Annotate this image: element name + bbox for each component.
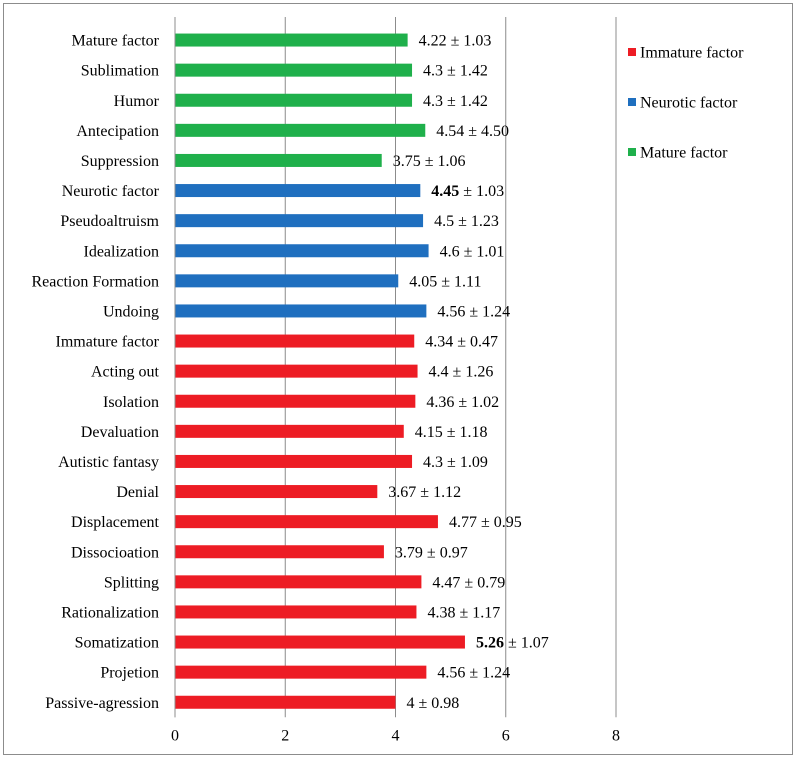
bar-devaluation — [175, 424, 404, 438]
bar-undoing — [175, 304, 427, 318]
value-label-idealization: 4.6 ± 1.01 — [440, 243, 505, 260]
value-label-somatization: 5.26 ± 1.07 — [476, 635, 549, 652]
value-label-acting-out: 4.4 ± 1.26 — [429, 364, 494, 381]
value-label-devaluation: 4.15 ± 1.18 — [415, 424, 488, 441]
legend-label-mature-factor: Mature factor — [640, 145, 728, 162]
value-label-undoing: 4.56 ± 1.24 — [437, 303, 510, 320]
category-label-undoing: Undoing — [103, 303, 159, 320]
category-label-pseudoaltruism: Pseudoaltruism — [60, 213, 159, 230]
value-label-suppression: 3.75 ± 1.06 — [393, 153, 466, 170]
bar-acting-out — [175, 364, 418, 378]
bar-suppression — [175, 153, 382, 167]
value-label-dissocioation: 3.79 ± 0.97 — [395, 544, 468, 561]
bar-splitting — [175, 575, 422, 589]
category-label-sublimation: Sublimation — [81, 63, 159, 80]
category-label-suppression: Suppression — [81, 153, 159, 170]
category-label-idealization: Idealization — [83, 243, 159, 260]
value-label-pseudoaltruism: 4.5 ± 1.23 — [434, 213, 499, 230]
value-label-splitting: 4.47 ± 0.79 — [432, 574, 505, 591]
category-label-devaluation: Devaluation — [81, 424, 159, 441]
category-label-antecipation: Antecipation — [76, 123, 159, 140]
category-label-displacement: Displacement — [71, 514, 160, 531]
value-label-passive-agression: 4 ± 0.98 — [407, 695, 460, 712]
category-label-somatization: Somatization — [75, 635, 159, 652]
label-layer: Mature factor 4.22 ± 1.03 Sublimation 4.3 ±… — [31, 33, 548, 712]
value-label-autistic-fantasy: 4.3 ± 1.09 — [423, 454, 488, 471]
legend-layer: Immature factor Neurotic factor Mature fac… — [628, 45, 744, 162]
bar-pseudoaltruism — [175, 214, 424, 228]
bar-sublimation — [175, 63, 413, 77]
value-label-sublimation: 4.3 ± 1.42 — [423, 63, 488, 80]
category-label-rationalization: Rationalization — [61, 604, 159, 621]
category-label-autistic-fantasy: Autistic fantasy — [58, 454, 159, 471]
value-label-neurotic-factor: 4.45 ± 1.03 — [431, 183, 504, 200]
category-label-dissocioation: Dissocioation — [71, 544, 159, 561]
value-label-denial: 3.67 ± 1.12 — [388, 484, 461, 501]
bar-rationalization — [175, 605, 417, 619]
category-label-passive-agression: Passive-agression — [45, 695, 159, 712]
bar-idealization — [175, 244, 429, 258]
category-label-projetion: Projetion — [100, 665, 159, 682]
x-tick-label-0: 0 — [171, 727, 179, 744]
bar-passive-agression — [175, 695, 396, 709]
legend-swatch-mature-factor — [628, 148, 636, 156]
bar-immature-factor — [175, 334, 415, 348]
bar-isolation — [175, 394, 416, 408]
legend-label-immature-factor: Immature factor — [640, 45, 744, 62]
legend-swatch-immature-factor — [628, 48, 636, 56]
bar-projetion — [175, 665, 427, 679]
value-label-isolation: 4.36 ± 1.02 — [426, 394, 499, 411]
bar-denial — [175, 485, 378, 499]
bar-mature-factor — [175, 33, 408, 47]
x-tick-label-2: 2 — [281, 727, 289, 744]
legend-label-neurotic-factor: Neurotic factor — [640, 95, 738, 112]
bar-displacement — [175, 515, 438, 529]
category-label-denial: Denial — [116, 484, 159, 501]
value-label-mature-factor: 4.22 ± 1.03 — [419, 33, 492, 50]
legend-swatch-neurotic-factor — [628, 98, 636, 106]
category-label-isolation: Isolation — [103, 394, 159, 411]
x-tick-label-8: 8 — [612, 727, 620, 744]
category-label-immature-factor: Immature factor — [56, 334, 160, 351]
category-label-reaction-formation: Reaction Formation — [31, 273, 159, 290]
x-tick-label-6: 6 — [502, 727, 510, 744]
axis-layer: 0 2 4 6 8 — [171, 17, 620, 744]
bar-neurotic-factor — [175, 184, 421, 198]
value-label-projetion: 4.56 ± 1.24 — [437, 665, 510, 682]
bar-reaction-formation — [175, 274, 399, 288]
bar-humor — [175, 93, 413, 107]
x-tick-label-4: 4 — [392, 727, 400, 744]
bar-autistic-fantasy — [175, 454, 413, 468]
category-label-acting-out: Acting out — [91, 364, 160, 381]
category-label-humor: Humor — [114, 93, 160, 110]
value-label-humor: 4.3 ± 1.42 — [423, 93, 488, 110]
value-label-antecipation: 4.54 ± 4.50 — [436, 123, 509, 140]
bar-antecipation — [175, 123, 426, 137]
category-label-neurotic-factor: Neurotic factor — [62, 183, 160, 200]
bar-dissocioation — [175, 545, 384, 559]
value-label-reaction-formation: 4.05 ± 1.11 — [409, 273, 481, 290]
category-label-mature-factor: Mature factor — [71, 33, 159, 50]
bar-layer — [175, 33, 465, 709]
value-label-displacement: 4.77 ± 0.95 — [449, 514, 522, 531]
value-label-rationalization: 4.38 ± 1.17 — [427, 604, 500, 621]
value-label-immature-factor: 4.34 ± 0.47 — [425, 334, 498, 351]
bar-somatization — [175, 635, 465, 649]
category-label-splitting: Splitting — [104, 574, 159, 591]
